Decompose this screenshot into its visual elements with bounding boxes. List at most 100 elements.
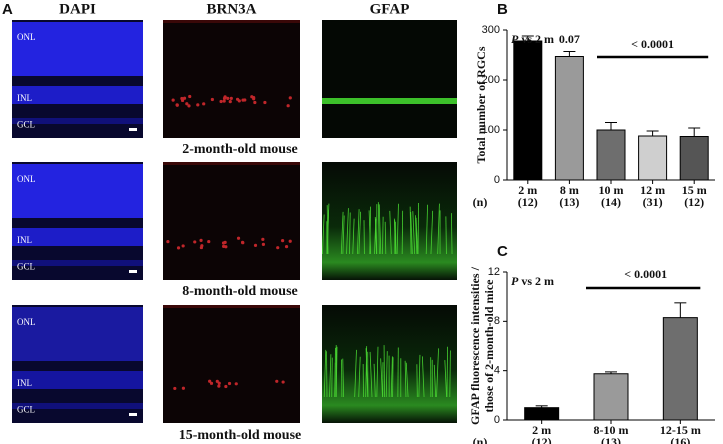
gfap-fiber bbox=[449, 350, 451, 398]
gfap-fiber bbox=[342, 358, 345, 398]
gfap-fiber bbox=[323, 349, 327, 398]
p-symbol: P bbox=[511, 32, 519, 46]
gfap-fiber bbox=[365, 346, 368, 398]
gfap-fiber bbox=[409, 206, 412, 255]
gfap-fiber bbox=[358, 211, 362, 255]
layer-label: INL bbox=[17, 235, 32, 245]
rgc-dot bbox=[180, 98, 185, 103]
rgc-dot bbox=[286, 104, 290, 108]
gfap-fiber bbox=[369, 351, 373, 398]
rgc-dot bbox=[187, 104, 191, 108]
row-caption: 8-month-old mouse bbox=[182, 284, 298, 299]
inl-band bbox=[12, 371, 143, 389]
rgc-dot bbox=[234, 382, 238, 386]
gfap-fiber bbox=[331, 357, 333, 398]
gfap-fiber bbox=[377, 202, 380, 255]
layer-label: INL bbox=[17, 378, 32, 388]
layer-label: GCL bbox=[17, 404, 35, 414]
n-label: (12) bbox=[532, 435, 552, 444]
red-edge bbox=[163, 162, 300, 165]
x-tick-label: 2 m bbox=[518, 183, 537, 197]
y-tick-label: 0 bbox=[494, 414, 500, 426]
rgc-dot bbox=[210, 97, 214, 102]
onl-band bbox=[12, 22, 143, 76]
gfap-fiber bbox=[368, 210, 372, 255]
rgc-dot bbox=[219, 99, 223, 104]
gfap-fiber bbox=[415, 217, 419, 255]
y-tick-label: 300 bbox=[482, 24, 500, 36]
row-caption: 2-month-old mouse bbox=[182, 142, 298, 157]
n-label: (13) bbox=[601, 435, 621, 444]
row-caption: 15-month-old mouse bbox=[179, 428, 302, 443]
rgc-dot bbox=[236, 236, 241, 240]
gfap-fiber bbox=[430, 210, 434, 255]
column-header: BRN3A bbox=[206, 1, 256, 17]
scale-bar bbox=[129, 128, 137, 131]
gfap-fiber bbox=[335, 346, 338, 398]
rgc-dot bbox=[175, 103, 179, 107]
gfap-fiber bbox=[395, 221, 397, 255]
rgc-dot bbox=[241, 241, 245, 245]
rgc-dot bbox=[176, 246, 181, 250]
x-tick-label: 12-15 m bbox=[660, 423, 701, 437]
x-tick-label: 8-10 m bbox=[594, 423, 629, 437]
rgc-dot bbox=[235, 97, 240, 101]
brn3a-image bbox=[163, 162, 300, 280]
gfap-fiber bbox=[342, 215, 345, 255]
rgc-dot bbox=[252, 97, 256, 101]
rgc-dot bbox=[288, 239, 292, 243]
error-bar bbox=[674, 302, 687, 318]
rgc-dot bbox=[193, 240, 197, 244]
gfap-fiber bbox=[352, 218, 355, 255]
x-tick-label: 2 m bbox=[532, 423, 551, 437]
n-axis-label: (n) bbox=[473, 195, 488, 209]
rgc-dot bbox=[224, 245, 228, 249]
gfap-fiber bbox=[380, 358, 383, 398]
rgc-dot bbox=[226, 96, 230, 100]
gfap-fiber bbox=[389, 210, 392, 255]
onl-band bbox=[12, 307, 143, 361]
annotation: 0.07 bbox=[559, 32, 580, 46]
gfap-fiber bbox=[329, 354, 332, 398]
rgc-dot bbox=[166, 239, 170, 244]
annotation: < 0.0001 bbox=[624, 267, 667, 281]
gfap-fiber bbox=[357, 209, 360, 255]
scale-bar bbox=[129, 413, 137, 416]
gfap-fiber bbox=[451, 213, 453, 255]
bar bbox=[596, 129, 626, 181]
gcl-band bbox=[12, 118, 143, 124]
gfap-image bbox=[322, 20, 457, 138]
gfap-fiber bbox=[396, 203, 399, 255]
gfap-band bbox=[322, 98, 457, 104]
bar bbox=[524, 407, 560, 421]
gfap-fiber bbox=[418, 354, 421, 398]
gfap-fiber bbox=[390, 356, 393, 398]
bar bbox=[679, 136, 709, 181]
n-axis-label: (n) bbox=[473, 435, 488, 444]
rgc-dot bbox=[275, 379, 279, 383]
bar bbox=[638, 135, 668, 181]
gfap-fiber bbox=[382, 216, 384, 255]
gfap-fiber bbox=[446, 346, 448, 398]
rgc-dot bbox=[284, 245, 289, 249]
gfap-fiber bbox=[425, 204, 428, 255]
rgc-dot bbox=[243, 98, 247, 102]
rgc-dot bbox=[223, 95, 227, 99]
n-label: (14) bbox=[601, 195, 621, 209]
error-bar bbox=[646, 130, 659, 136]
error-bar bbox=[521, 35, 534, 41]
gfap-fiber bbox=[433, 364, 437, 398]
bar bbox=[593, 373, 629, 421]
x-tick-label: 10 m bbox=[599, 183, 624, 197]
p-text: vs 2 m bbox=[521, 274, 554, 288]
layer-label: GCL bbox=[17, 119, 35, 129]
gfap-fiber bbox=[334, 362, 336, 398]
gfap-fiber bbox=[445, 216, 447, 255]
gfap-fiber bbox=[378, 204, 382, 255]
rgc-dot bbox=[276, 246, 280, 250]
gfap-fiber bbox=[326, 209, 330, 255]
red-edge bbox=[163, 20, 300, 23]
rgc-dot bbox=[281, 239, 285, 243]
gcl-band bbox=[12, 260, 143, 266]
